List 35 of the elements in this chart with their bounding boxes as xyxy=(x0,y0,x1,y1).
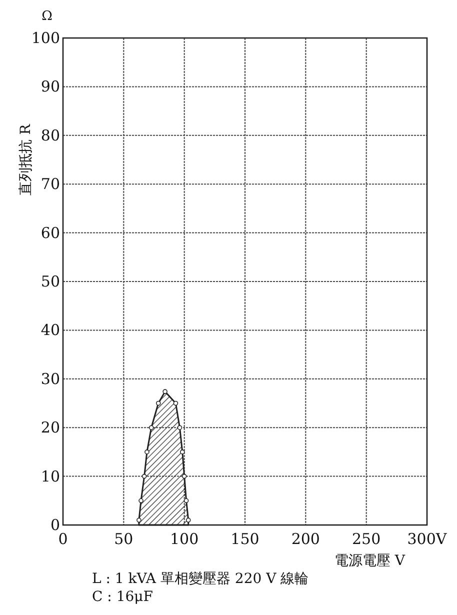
point xyxy=(184,498,189,504)
y-tick-label: 30 xyxy=(40,370,60,388)
point xyxy=(148,425,154,430)
y-tick-label: 100 xyxy=(31,29,60,47)
text: L : 1 kVA 單相變壓器 220 V 線輪 xyxy=(92,571,309,587)
x-axis-title: 電源電壓 V xyxy=(334,553,406,569)
point xyxy=(173,400,178,406)
y-tick-label: 80 xyxy=(40,126,60,144)
point xyxy=(156,400,161,406)
y-tick-label: 60 xyxy=(40,224,60,242)
point xyxy=(162,389,168,394)
x-tick-label: 250 xyxy=(352,530,381,548)
point xyxy=(144,450,150,454)
y-axis-title: 直列抵抗 R xyxy=(18,124,34,196)
x-tick-label: 100 xyxy=(170,530,199,548)
point xyxy=(186,518,191,523)
x-tick-label: 50 xyxy=(114,530,134,548)
y-tick-label: 0 xyxy=(50,516,60,534)
point xyxy=(136,518,142,523)
point xyxy=(142,474,147,479)
point xyxy=(177,425,182,430)
x-tick-label: 200 xyxy=(291,530,320,548)
x-tick-label: 300V xyxy=(407,530,448,548)
text: Ω xyxy=(42,9,52,24)
y-tick-label: 70 xyxy=(40,175,60,194)
point xyxy=(180,450,185,454)
point xyxy=(182,474,187,479)
y-tick-label: 90 xyxy=(40,78,60,96)
y-tick-label: 50 xyxy=(40,272,60,290)
y-tick-label: 10 xyxy=(40,467,60,486)
x-tick-label: 150 xyxy=(230,530,260,548)
point xyxy=(138,498,144,504)
text: C : 16μF xyxy=(92,589,154,605)
y-tick-label: 20 xyxy=(40,418,60,437)
y-tick-label: 40 xyxy=(40,321,60,340)
